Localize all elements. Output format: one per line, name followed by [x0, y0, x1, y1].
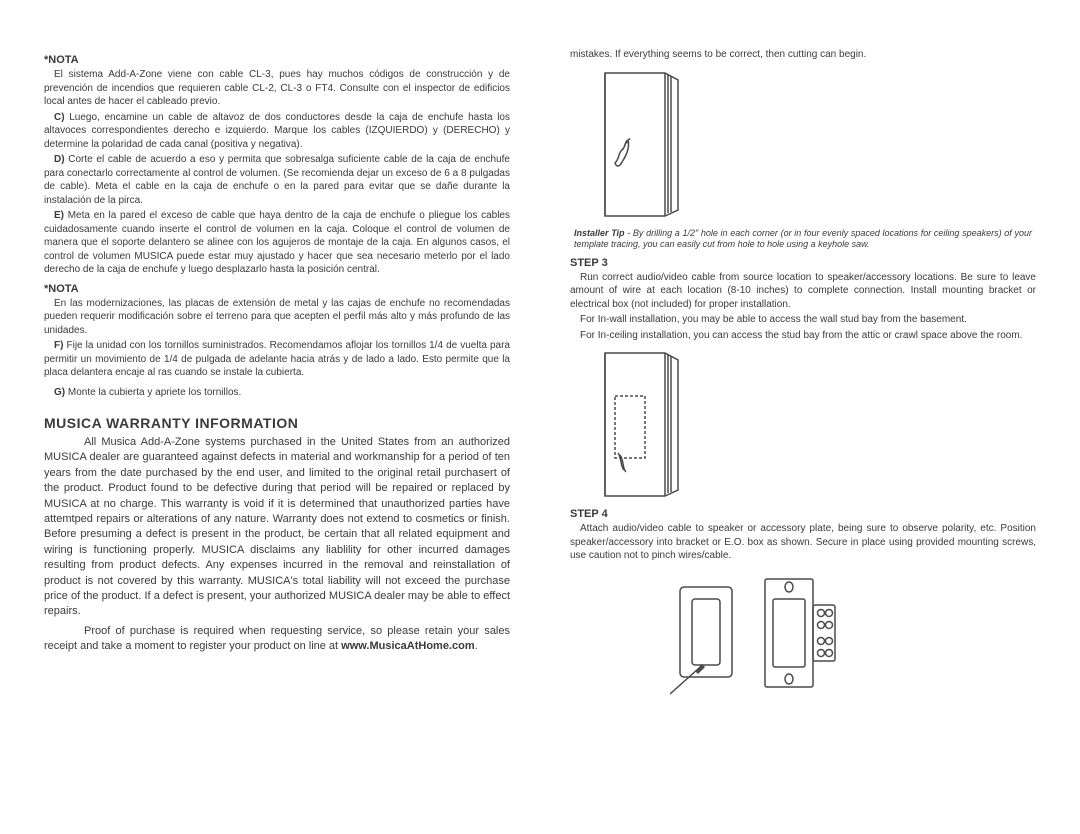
e-text: Meta en la pared el exceso de cable que …: [44, 210, 510, 275]
item-g: G) Monte la cubierta y apriete los torni…: [44, 386, 510, 400]
d-text: Corte el cable de acuerdo a eso y permit…: [44, 154, 510, 206]
step3-p3: For In-ceiling installation, you can acc…: [570, 329, 1036, 343]
warranty-p2: Proof of purchase is required when reque…: [44, 624, 510, 655]
step4-heading: STEP 4: [570, 508, 1036, 520]
item-f: F) Fije la unidad con los tornillos sumi…: [44, 339, 510, 380]
g-text: Monte la cubierta y apriete los tornillo…: [65, 387, 241, 398]
item-d: D) Corte el cable de acuerdo a eso y per…: [44, 153, 510, 207]
installer-tip: Installer Tip - By drilling a 1/2" hole …: [570, 228, 1036, 251]
left-column: *NOTA El sistema Add-A-Zone viene con ca…: [44, 48, 510, 786]
step3-p2: For In-wall installation, you may be abl…: [570, 313, 1036, 327]
d-lead: D): [54, 154, 65, 165]
figure-wall-cut: [580, 68, 1036, 218]
warranty-link: www.MusicaAtHome.com: [341, 640, 474, 652]
e-lead: E): [54, 210, 64, 221]
c-lead: C): [54, 112, 65, 123]
nota2-intro: En las modernizaciones, las placas de ex…: [44, 297, 510, 338]
step3-heading: STEP 3: [570, 257, 1036, 269]
figure-outlet-plate: [670, 569, 1036, 699]
step4-p1: Attach audio/video cable to speaker or a…: [570, 522, 1036, 563]
g-lead: G): [54, 387, 65, 398]
mistakes-line: mistakes. If everything seems to be corr…: [570, 48, 1036, 62]
warranty-p1: All Musica Add-A-Zone systems purchased …: [44, 435, 510, 620]
f-text: Fije la unidad con los tornillos suminis…: [44, 340, 510, 378]
right-column: mistakes. If everything seems to be corr…: [570, 48, 1036, 786]
c-text: Luego, encamine un cable de altavoz de d…: [44, 112, 510, 150]
step3-p1: Run correct audio/video cable from sourc…: [570, 271, 1036, 312]
tip-text: - By drilling a 1/2" hole in each corner…: [574, 228, 1032, 250]
nota1-heading: *NOTA: [44, 54, 510, 66]
warranty-p2b: .: [475, 640, 478, 652]
warranty-heading: MUSICA WARRANTY INFORMATION: [44, 415, 510, 431]
tip-lead: Installer Tip: [574, 228, 625, 238]
figure-wall-opening: [580, 348, 1036, 498]
nota1-intro: El sistema Add-A-Zone viene con cable CL…: [44, 68, 510, 109]
nota2-heading: *NOTA: [44, 283, 510, 295]
item-c: C) Luego, encamine un cable de altavoz d…: [44, 111, 510, 152]
item-e: E) Meta en la pared el exceso de cable q…: [44, 209, 510, 277]
